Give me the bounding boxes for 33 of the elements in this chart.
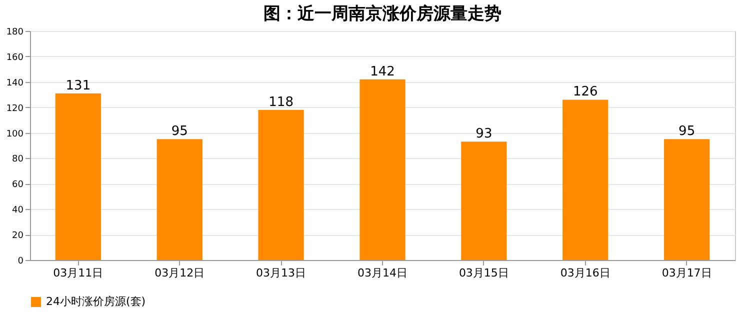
- data-label: 142: [370, 64, 395, 80]
- data-label: 93: [476, 126, 492, 142]
- bar: [461, 142, 507, 260]
- x-tick-label: 03月14日: [358, 266, 408, 280]
- y-tick-label: 160: [6, 52, 24, 63]
- x-tick-label: 03月16日: [560, 266, 610, 280]
- y-tick-label: 100: [6, 129, 24, 140]
- y-tick-label: 120: [6, 104, 24, 114]
- bar: [258, 110, 304, 260]
- data-label: 95: [678, 124, 696, 140]
- x-tick-label: 03月17日: [662, 266, 712, 280]
- y-tick-label: 80: [12, 154, 24, 165]
- data-label: 95: [171, 124, 188, 140]
- chart-title: 图：近一周南京涨价房源量走势: [264, 4, 502, 24]
- bar: [360, 79, 406, 260]
- bar: [664, 139, 710, 260]
- data-label: 118: [268, 94, 294, 110]
- y-tick-label: 60: [12, 180, 24, 190]
- x-tick-label: 03月11日: [53, 266, 104, 280]
- y-tick-label: 40: [12, 206, 24, 216]
- bar: [562, 100, 608, 260]
- y-tick-label: 0: [18, 256, 24, 266]
- data-label: 131: [66, 78, 91, 94]
- y-tick-label: 20: [12, 231, 24, 242]
- bar: [55, 93, 102, 260]
- data-label: 126: [572, 84, 598, 100]
- y-tick-label: 180: [6, 28, 24, 38]
- x-tick-label: 03月13日: [256, 266, 306, 280]
- bar: [156, 139, 202, 260]
- y-tick-label: 140: [6, 78, 24, 88]
- x-tick-label: 03月15日: [458, 266, 509, 280]
- legend-label: 24小时涨价房源(套): [46, 295, 146, 308]
- x-tick-label: 03月12日: [154, 266, 205, 280]
